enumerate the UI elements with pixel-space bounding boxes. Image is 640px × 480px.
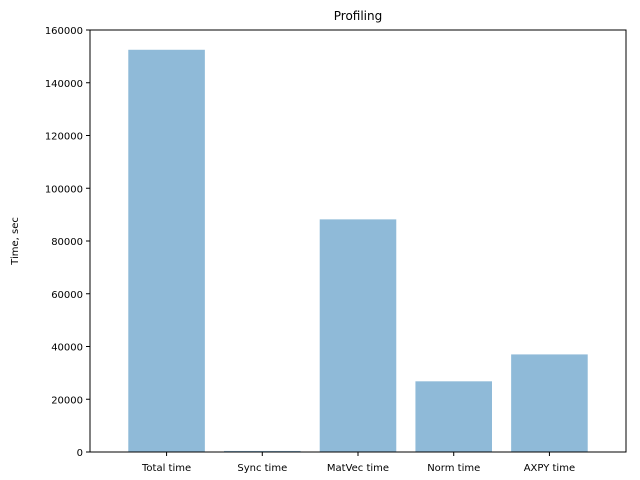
x-tick-label: Norm time bbox=[427, 463, 480, 474]
x-tick-label: Sync time bbox=[237, 463, 287, 474]
chart-title: Profiling bbox=[334, 9, 383, 23]
y-tick-label: 120000 bbox=[45, 132, 83, 143]
y-tick-label: 80000 bbox=[51, 237, 83, 248]
y-ticks-group: 0 20000 40000 60000 80000 100000 120000 140000 1… bbox=[45, 26, 90, 459]
y-axis-label: Time, sec bbox=[10, 217, 21, 266]
bar-total-time bbox=[128, 49, 205, 452]
y-tick-label: 0 bbox=[77, 448, 83, 459]
x-tick-label: Total time bbox=[141, 463, 191, 474]
y-tick-label: 20000 bbox=[51, 395, 83, 406]
bar-norm-time bbox=[415, 381, 492, 452]
y-tick-label: 140000 bbox=[45, 79, 83, 90]
plot-frame bbox=[89, 29, 627, 453]
y-tick-label: 100000 bbox=[45, 184, 83, 195]
bar-sync-time bbox=[224, 450, 301, 452]
bars-group bbox=[128, 49, 588, 452]
bar-axpy-time bbox=[511, 354, 588, 452]
x-ticks-group: Total time Sync time MatVec time Norm time A… bbox=[141, 452, 575, 474]
bar-matvec-time bbox=[319, 219, 397, 452]
y-tick-label: 60000 bbox=[51, 290, 83, 301]
x-tick-label: MatVec time bbox=[327, 463, 389, 474]
y-tick-label: 160000 bbox=[45, 26, 83, 37]
y-tick-label: 40000 bbox=[51, 343, 83, 354]
x-tick-label: AXPY time bbox=[524, 463, 575, 474]
